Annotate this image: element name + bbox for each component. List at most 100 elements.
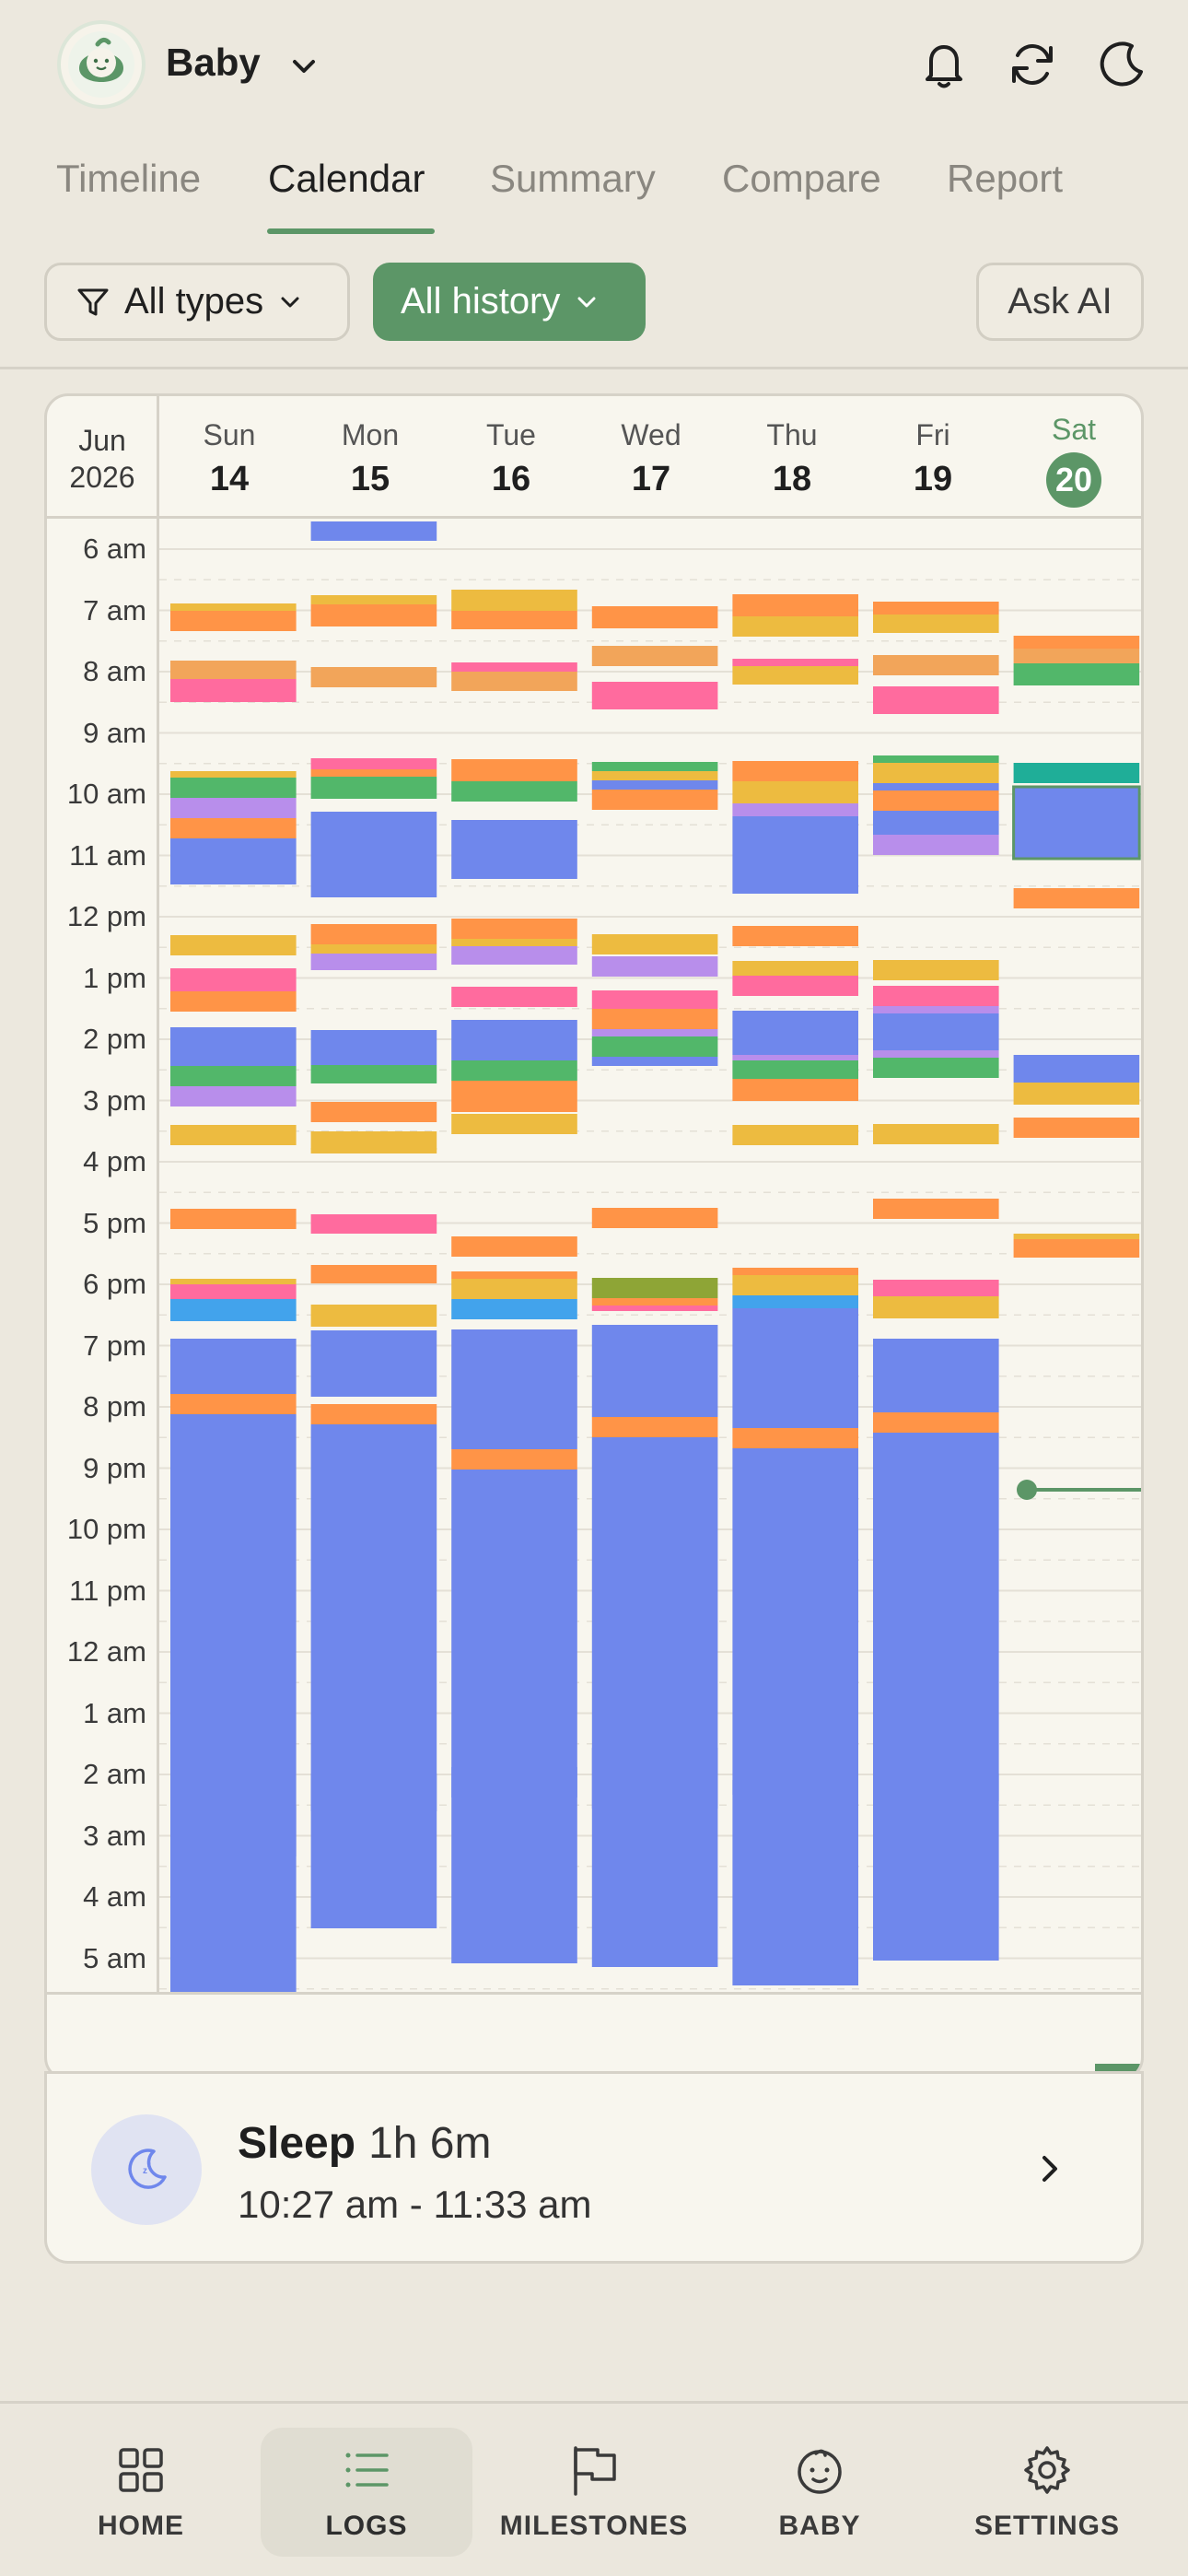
event-block[interactable] [451, 1114, 577, 1134]
event-block[interactable] [310, 1305, 437, 1327]
event-block[interactable] [591, 990, 718, 1009]
sleep-event-block[interactable] [873, 1339, 999, 1412]
event-block[interactable] [732, 1125, 858, 1145]
event-block[interactable] [873, 1412, 999, 1433]
ask-ai-button[interactable]: Ask AI [976, 263, 1144, 341]
event-block[interactable] [591, 1278, 718, 1298]
event-block[interactable] [170, 991, 297, 1012]
event-block[interactable] [873, 655, 999, 675]
event-block[interactable] [732, 1079, 858, 1101]
sleep-event-block[interactable] [591, 780, 718, 790]
event-block[interactable] [873, 686, 999, 714]
sleep-event-block[interactable] [310, 1330, 437, 1397]
event-block[interactable] [451, 987, 577, 1007]
event-block[interactable] [310, 769, 437, 777]
moon-icon[interactable] [1091, 35, 1150, 94]
event-block[interactable] [873, 763, 999, 783]
selected-event-row[interactable]: z z Sleep 1h 6m 10:27 am - 11:33 am [44, 2074, 1144, 2264]
event-block[interactable] [732, 961, 858, 976]
event-block[interactable] [591, 762, 718, 771]
event-block[interactable] [732, 1055, 858, 1060]
event-block[interactable] [873, 1006, 999, 1013]
event-block[interactable] [451, 939, 577, 946]
event-block[interactable] [873, 1058, 999, 1078]
event-block[interactable] [170, 798, 297, 818]
event-block[interactable] [451, 1092, 577, 1112]
sleep-event-block[interactable] [732, 816, 858, 894]
event-block[interactable] [732, 803, 858, 816]
event-block[interactable] [310, 1102, 437, 1122]
event-block[interactable] [451, 1279, 577, 1299]
event-block[interactable] [591, 1029, 718, 1036]
bell-icon[interactable] [914, 35, 973, 94]
event-block[interactable] [170, 1086, 297, 1107]
sleep-event-block[interactable] [170, 1027, 297, 1066]
sleep-event-block[interactable] [873, 1013, 999, 1050]
sleep-event-block[interactable] [873, 1433, 999, 1801]
event-block[interactable] [732, 1295, 858, 1308]
event-block[interactable] [1013, 663, 1140, 685]
event-block[interactable] [310, 1214, 437, 1234]
event-block[interactable] [451, 781, 577, 802]
event-block[interactable] [732, 976, 858, 996]
event-block[interactable] [170, 771, 297, 778]
sleep-event-block[interactable] [591, 1325, 718, 1417]
event-block[interactable] [170, 935, 297, 955]
sleep-event-block[interactable] [591, 1748, 718, 1967]
event-block[interactable] [170, 778, 297, 798]
event-block[interactable] [451, 1299, 577, 1319]
event-block[interactable] [1013, 1234, 1140, 1239]
event-block[interactable] [170, 1279, 297, 1284]
event-block[interactable] [451, 662, 577, 672]
event-block[interactable] [873, 1124, 999, 1144]
event-block[interactable] [591, 1009, 718, 1029]
event-block[interactable] [170, 818, 297, 838]
sleep-event-block[interactable] [170, 838, 297, 884]
event-block[interactable] [591, 956, 718, 977]
tab-compare[interactable]: Compare [722, 157, 881, 200]
event-block[interactable] [732, 666, 858, 685]
event-block[interactable] [310, 604, 437, 626]
sleep-event-block[interactable] [873, 811, 999, 835]
event-block[interactable] [170, 611, 297, 631]
event-block[interactable] [310, 595, 437, 604]
sleep-event-block[interactable] [732, 1011, 858, 1055]
event-block[interactable] [310, 1131, 437, 1150]
event-block[interactable] [732, 789, 858, 803]
event-block[interactable] [170, 661, 297, 679]
sleep-event-block[interactable] [1013, 1055, 1140, 1083]
event-block[interactable] [1013, 1118, 1140, 1138]
event-block[interactable] [873, 790, 999, 811]
type-filter-button[interactable]: All types [44, 263, 350, 341]
event-block[interactable] [451, 946, 577, 965]
event-block[interactable] [873, 1296, 999, 1318]
event-block[interactable] [170, 1066, 297, 1086]
event-block[interactable] [591, 1208, 718, 1228]
event-block[interactable] [451, 1060, 577, 1081]
event-block[interactable] [732, 781, 858, 789]
event-block[interactable] [591, 1036, 718, 1057]
sleep-event-block[interactable] [451, 1329, 577, 1449]
event-block[interactable] [170, 1284, 297, 1299]
event-block[interactable] [591, 1417, 718, 1437]
event-block[interactable] [732, 659, 858, 666]
event-block[interactable] [1013, 649, 1140, 663]
event-block[interactable] [591, 771, 718, 780]
sleep-event-block[interactable] [873, 1774, 999, 1961]
event-block[interactable] [451, 672, 577, 691]
tab-summary[interactable]: Summary [490, 157, 656, 200]
sleep-event-block[interactable] [310, 521, 437, 541]
day-header-thu[interactable]: Thu 18 [722, 418, 862, 499]
event-block[interactable] [170, 1299, 297, 1321]
tab-report[interactable]: Report [947, 157, 1064, 200]
history-filter-button[interactable]: All history [373, 263, 646, 341]
event-block[interactable] [732, 926, 858, 946]
event-block[interactable] [591, 646, 718, 666]
event-block[interactable] [170, 1209, 297, 1229]
event-block[interactable] [310, 954, 437, 970]
tab-calendar[interactable]: Calendar [268, 157, 425, 200]
sleep-event-block[interactable] [591, 1057, 718, 1066]
event-block[interactable] [310, 1065, 437, 1083]
sleep-event-block[interactable] [1013, 787, 1140, 859]
event-block[interactable] [873, 1050, 999, 1058]
